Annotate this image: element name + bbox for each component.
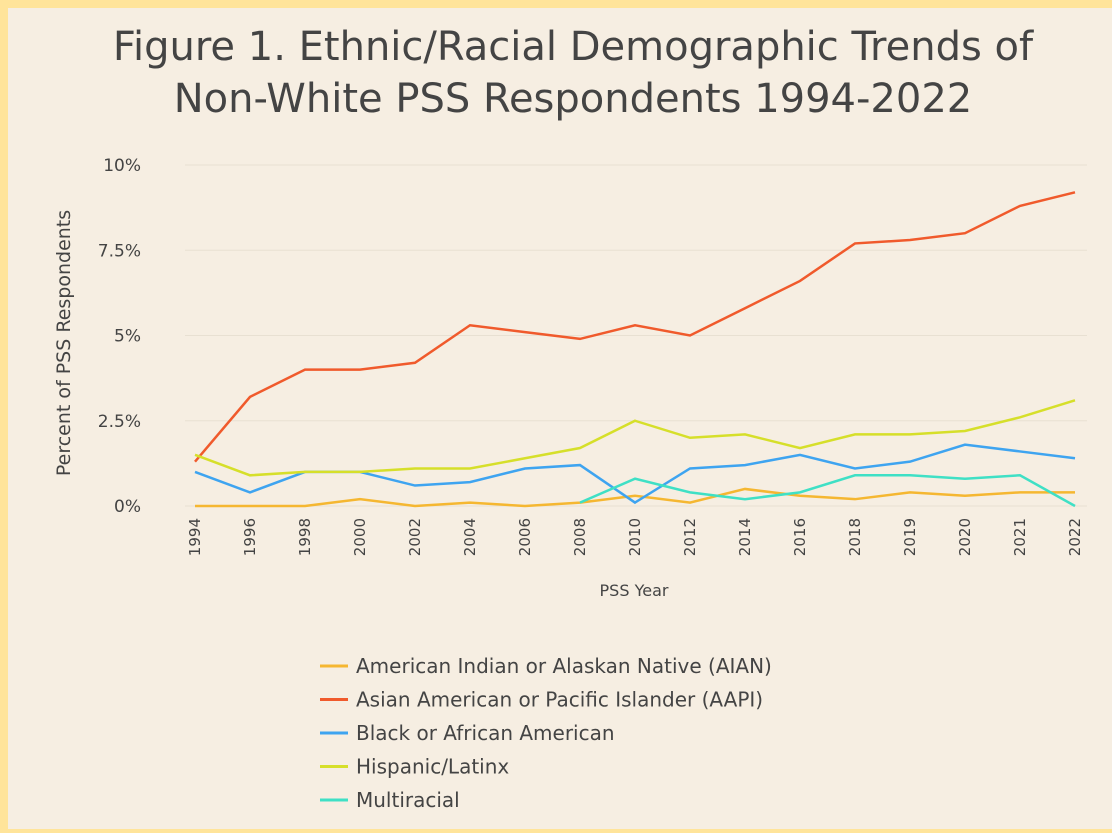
series-line — [194, 399, 1076, 477]
x-tick-label: 2012 — [681, 518, 699, 556]
legend-label: Black or African American — [356, 721, 615, 745]
legend-label: American Indian or Alaskan Native (AIAN) — [356, 654, 772, 678]
x-tick-label: 2002 — [406, 518, 424, 556]
legend-label: Multiracial — [356, 788, 460, 812]
y-tick-label: 0% — [114, 497, 141, 517]
y-tick-label: 5% — [114, 327, 141, 347]
y-tick-label: 10% — [103, 156, 141, 176]
chart-subtitle: Non-White PSS Respondents 1994-2022 — [174, 76, 972, 122]
x-tick-label: 2010 — [626, 518, 644, 556]
x-tick-label: 2000 — [351, 518, 369, 556]
x-tick-label: 2021 — [1011, 518, 1029, 556]
x-tick-label: 2008 — [571, 518, 589, 556]
legend-label: Asian American or Pacific Islander (AAPI… — [356, 688, 763, 712]
legend-label: Hispanic/Latinx — [356, 755, 509, 779]
y-tick-label: 2.5% — [98, 412, 141, 432]
x-tick-label: 2019 — [901, 518, 919, 556]
y-tick-label: 7.5% — [98, 241, 141, 261]
x-tick-label: 1996 — [241, 518, 259, 556]
x-axis-label: PSS Year — [600, 581, 669, 600]
x-tick-label: 2022 — [1066, 518, 1084, 556]
x-tick-label: 2004 — [461, 518, 479, 556]
frame: Figure 1. Ethnic/Racial Demographic Tren… — [8, 8, 1112, 829]
x-tick-label: 2014 — [736, 518, 754, 556]
series-line — [579, 474, 1076, 508]
series-line — [195, 487, 1075, 508]
y-axis-label: Percent of PSS Respondents — [53, 210, 75, 476]
x-tick-label: 2018 — [846, 518, 864, 556]
series-line — [194, 191, 1076, 463]
x-tick-label: 1998 — [296, 518, 314, 556]
chart: Figure 1. Ethnic/Racial Demographic Tren… — [53, 24, 1087, 812]
x-tick-label: 2016 — [791, 518, 809, 556]
x-tick-label: 2006 — [516, 518, 534, 556]
chart-title: Figure 1. Ethnic/Racial Demographic Tren… — [113, 24, 1034, 70]
x-tick-label: 1994 — [186, 518, 204, 556]
x-tick-label: 2020 — [956, 518, 974, 556]
